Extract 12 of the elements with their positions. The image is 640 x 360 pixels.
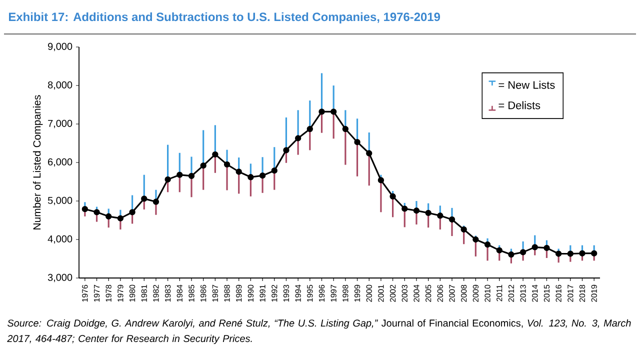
y-tick-label: 9,000 bbox=[48, 42, 72, 52]
y-tick-label: 8,000 bbox=[48, 81, 72, 90]
legend-label: = Delists bbox=[498, 101, 540, 110]
legend-label: = New Lists bbox=[498, 80, 555, 89]
y-tick-label: 6,000 bbox=[48, 158, 72, 167]
y-axis-title: Number of Listed Companies bbox=[32, 95, 43, 230]
y-tick-label: 3,000 bbox=[48, 274, 72, 282]
y-tick-label: 7,000 bbox=[48, 120, 72, 128]
text: Source: Craig Doidge, G. Andrew Karolyi, and René Stulz, “The U.S. Listing Gap,” Journal of Financial Economics, Vol. 123, No. 3, March 2017, 464-487; Center for Research in Security Prices. bbox=[7, 319, 631, 344]
y-tick-label: 4,000 bbox=[48, 235, 72, 244]
chart-title: Exhibit 17: Additions and Subtractions to U.S. Listed Companies, 1976-2019 bbox=[9, 12, 440, 24]
y-tick-label: 5,000 bbox=[48, 196, 72, 206]
